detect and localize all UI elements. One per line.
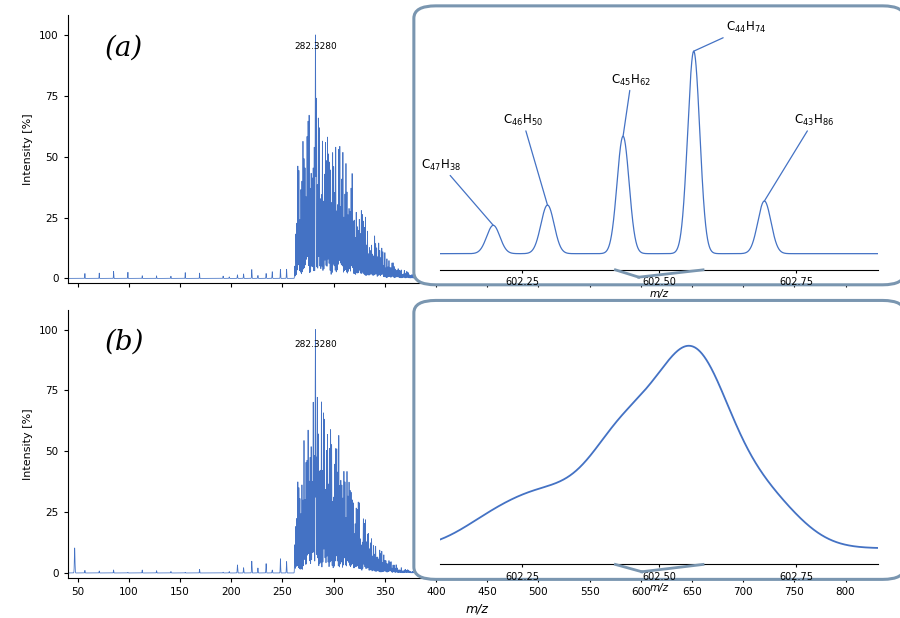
Text: 282.3280: 282.3280 xyxy=(294,43,337,51)
Text: 282.3280: 282.3280 xyxy=(294,340,337,349)
Y-axis label: Intensity [%]: Intensity [%] xyxy=(23,114,33,185)
Text: (b): (b) xyxy=(104,329,144,356)
Y-axis label: Intensity [%]: Intensity [%] xyxy=(23,408,33,480)
Text: (a): (a) xyxy=(104,34,142,61)
X-axis label: m/z: m/z xyxy=(465,603,489,616)
